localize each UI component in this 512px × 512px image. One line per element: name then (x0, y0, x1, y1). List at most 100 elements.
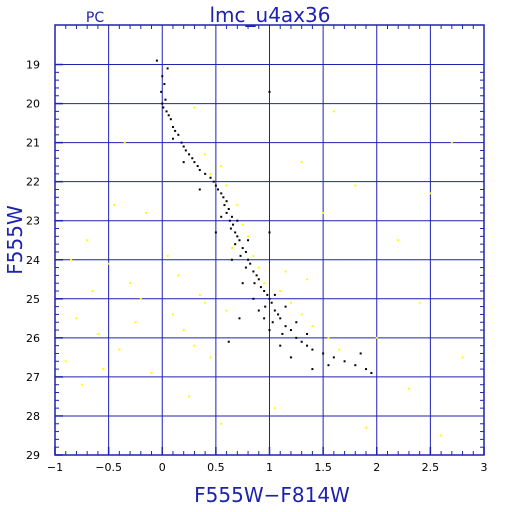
x-tick-label: 1.5 (314, 461, 332, 474)
y-tick-label: 21 (26, 137, 40, 150)
x-axis-title: F555W−F814W (194, 483, 350, 507)
star-point-black (166, 67, 169, 70)
star-point-black (167, 114, 170, 117)
y-tick-label: 22 (26, 176, 40, 189)
star-point-yellow (193, 106, 196, 109)
star-point-yellow (300, 313, 303, 316)
star-point-black (232, 223, 235, 226)
detector-label: PC (86, 10, 104, 26)
star-point-black (198, 188, 201, 191)
star-point-black (209, 176, 212, 179)
star-point-black (212, 180, 215, 183)
star-point-black (193, 161, 196, 164)
x-tick-label: −0.5 (95, 461, 122, 474)
star-point-black (252, 297, 255, 300)
star-point-black (236, 219, 239, 222)
star-point-black (244, 266, 247, 269)
star-point-black (182, 161, 185, 164)
star-point-black (165, 110, 168, 113)
star-point-black (223, 204, 226, 207)
star-point-yellow (225, 309, 228, 312)
y-tick-label: 20 (26, 98, 40, 111)
star-point-black (311, 368, 314, 371)
data-points (64, 59, 464, 437)
star-point-yellow (177, 274, 180, 277)
star-point-black (228, 219, 231, 222)
star-point-black (279, 344, 282, 347)
star-point-black (171, 126, 174, 128)
star-point-black (343, 360, 346, 363)
y-tick-label: 23 (26, 215, 40, 228)
star-point-yellow (220, 422, 223, 425)
star-point-black (196, 165, 199, 168)
x-tick-label: 3 (481, 461, 488, 474)
star-point-black (234, 231, 237, 234)
star-point-black (270, 301, 273, 304)
star-point-yellow (220, 165, 223, 168)
star-point-black (163, 83, 166, 86)
x-tick-label: 2 (373, 461, 380, 474)
y-tick-label: 29 (26, 449, 40, 462)
star-point-black (236, 235, 239, 238)
star-point-black (169, 118, 172, 121)
star-point-black (230, 215, 233, 218)
star-point-yellow (182, 329, 185, 332)
star-point-yellow (327, 336, 330, 339)
star-point-yellow (407, 387, 410, 390)
star-point-yellow (96, 332, 99, 335)
star-point-yellow (204, 301, 207, 304)
star-point-black (271, 321, 274, 324)
star-point-yellow (440, 434, 443, 437)
star-point-black (268, 231, 271, 234)
star-point-black (264, 305, 267, 308)
star-point-black (257, 309, 260, 312)
star-point-yellow (188, 395, 191, 398)
star-point-black (253, 282, 256, 285)
star-point-yellow (263, 282, 266, 285)
star-point-black (214, 184, 217, 187)
star-point-yellow (289, 301, 292, 304)
star-point-black (161, 75, 164, 78)
star-point-black (234, 243, 237, 246)
star-point-black (263, 290, 266, 292)
star-point-yellow (322, 211, 325, 214)
star-point-yellow (311, 325, 314, 328)
star-point-black (311, 348, 314, 351)
star-point-black (257, 278, 260, 281)
star-point-yellow (300, 161, 303, 164)
star-point-yellow (450, 141, 453, 144)
star-point-yellow (273, 407, 276, 410)
star-point-yellow (193, 344, 196, 347)
star-point-black (238, 317, 241, 320)
star-point-black (174, 129, 177, 132)
x-tick-label: 1 (266, 461, 273, 474)
star-point-yellow (397, 239, 400, 242)
star-point-yellow (129, 282, 132, 285)
star-point-yellow (75, 317, 78, 320)
star-point-black (263, 317, 266, 320)
star-point-yellow (102, 368, 105, 371)
star-point-black (266, 293, 269, 296)
star-point-black (220, 192, 223, 195)
star-point-black (295, 321, 298, 324)
star-point-black (306, 344, 309, 347)
star-point-yellow (279, 290, 282, 292)
star-point-black (191, 157, 194, 160)
star-point-yellow (252, 254, 255, 257)
star-point-black (268, 297, 271, 300)
star-point-yellow (171, 313, 174, 316)
star-point-black (220, 215, 223, 218)
star-point-black (214, 231, 217, 234)
chart-title: lmc_u4ax36 (210, 3, 331, 27)
star-point-black (289, 356, 292, 359)
star-point-yellow (209, 356, 212, 359)
star-point-black (161, 102, 164, 105)
star-point-black (249, 262, 252, 265)
y-tick-label: 24 (26, 254, 40, 267)
star-point-yellow (150, 372, 153, 374)
star-point-yellow (91, 290, 94, 292)
x-tick-label: 0 (159, 461, 166, 474)
star-point-yellow (257, 266, 260, 269)
